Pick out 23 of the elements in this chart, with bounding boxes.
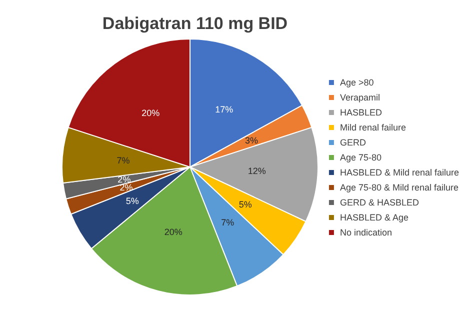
data-label: 2% (120, 182, 133, 193)
data-label: 5% (126, 196, 139, 206)
legend-label: Age >80 (340, 78, 374, 88)
chart-title: Dabigatran 110 mg BID (102, 14, 288, 33)
legend-label: Mild renal failure (340, 122, 406, 132)
data-label: 3% (244, 135, 258, 146)
data-label: 7% (116, 156, 130, 166)
data-label: 7% (221, 217, 234, 228)
legend-label: HASBLED (340, 108, 382, 118)
data-label: 17% (215, 104, 234, 114)
data-label: 2% (118, 174, 131, 185)
data-label: 12% (248, 166, 266, 176)
data-label: 20% (142, 108, 160, 118)
data-label: 20% (164, 226, 182, 237)
legend-label: GERD & HASBLED (340, 198, 420, 208)
data-label: 5% (238, 200, 252, 210)
legend-label: No indication (340, 228, 392, 238)
legend-label: HASBLED & Mild renal failure (340, 168, 460, 178)
legend-label: GERD (340, 138, 366, 148)
legend-label: HASBLED & Age (340, 212, 408, 222)
legend-label: Age 75-80 & Mild renal failure (340, 182, 459, 192)
legend-label: Age 75-80 (340, 152, 382, 162)
legend-label: Verapamil (340, 92, 380, 102)
